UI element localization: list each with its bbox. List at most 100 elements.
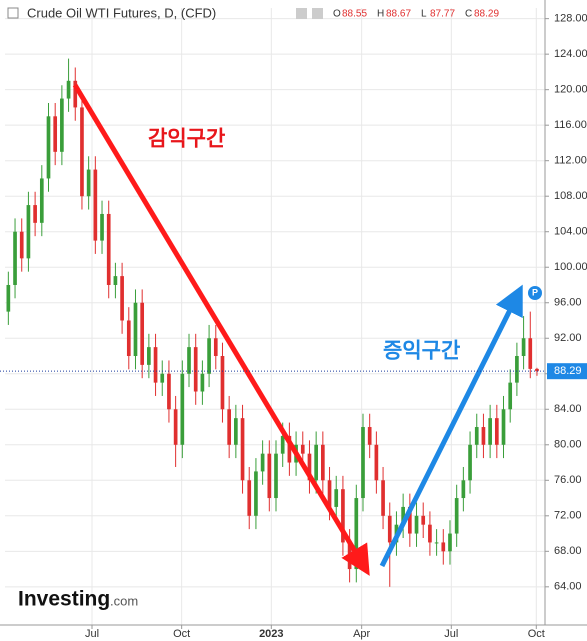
candles <box>6 58 539 587</box>
candle-body <box>187 347 191 374</box>
ohlc-value: 88.29 <box>474 9 499 20</box>
candle-body <box>140 302 145 365</box>
marker-circle <box>528 286 542 300</box>
ohlc-key: L <box>421 9 427 20</box>
down-arrow <box>72 83 370 576</box>
last-price-box <box>547 363 587 380</box>
candle-body <box>508 382 513 410</box>
candle-body <box>421 515 426 525</box>
candle-body <box>133 302 138 357</box>
x-tick-label: Jul <box>444 628 458 640</box>
candle-body <box>247 480 252 516</box>
candle-body <box>307 453 312 481</box>
candle-body <box>19 231 24 259</box>
candle-body <box>454 498 459 534</box>
candle-body <box>334 489 339 507</box>
candle-body <box>300 444 305 454</box>
candle-body <box>535 368 539 372</box>
candle-body <box>314 444 318 481</box>
candle-body <box>267 453 272 499</box>
up-arrow <box>379 284 523 568</box>
candle-body <box>468 444 472 481</box>
candle-body <box>321 444 325 481</box>
candle-body <box>86 169 91 197</box>
candle-body <box>354 498 359 570</box>
candle-body <box>193 347 198 392</box>
x-tick-label: Oct <box>528 628 545 640</box>
candle-body <box>126 320 131 357</box>
candle-body <box>374 444 379 481</box>
candle-body <box>80 107 84 197</box>
candle-body <box>113 276 118 285</box>
ohlc-key: C <box>465 9 472 20</box>
candle-body <box>260 453 265 472</box>
annotation-down: 감익구간 <box>148 128 225 151</box>
candle-body <box>488 418 492 445</box>
candle-body <box>274 453 278 499</box>
x-tick-label: Oct <box>173 628 190 640</box>
candle-body <box>474 427 479 445</box>
candle-body <box>73 80 78 108</box>
candle-body <box>441 542 446 552</box>
candle-body <box>39 178 44 223</box>
candle-body <box>414 515 419 534</box>
candle-body <box>515 356 519 383</box>
candle-body <box>407 506 412 534</box>
y-tick-label: 92.00 <box>554 332 582 344</box>
candle-body <box>33 205 37 223</box>
candle-body <box>66 80 71 99</box>
candle-body <box>180 373 185 445</box>
candle-body <box>167 373 171 410</box>
close-icon[interactable] <box>312 8 323 19</box>
x-tick-label: Apr <box>353 628 370 640</box>
candle-body <box>521 338 526 357</box>
ohlc-value: 88.67 <box>386 9 411 20</box>
candle-body <box>200 373 205 392</box>
candle-body <box>227 409 232 445</box>
ohlc-key: H <box>377 9 384 20</box>
y-tick-label: 72.00 <box>554 510 582 522</box>
candle-body <box>173 409 178 445</box>
candle-body <box>341 489 345 543</box>
candle-body <box>60 98 64 152</box>
candle-body <box>234 418 238 445</box>
candle-body <box>46 116 51 179</box>
candle-body <box>220 356 225 410</box>
y-tick-label: 108.00 <box>554 190 587 202</box>
candle-body <box>160 373 165 383</box>
candle-body <box>481 427 486 445</box>
candle-body <box>461 480 466 499</box>
candle-body <box>287 435 292 463</box>
y-tick-label: 128.00 <box>554 13 587 25</box>
candle-body <box>381 480 385 516</box>
y-tick-label: 116.00 <box>554 119 587 131</box>
candle-body <box>501 409 506 445</box>
collapse-icon[interactable] <box>7 7 19 19</box>
settings-icon[interactable] <box>296 8 307 19</box>
candle-body <box>361 427 365 499</box>
candle-body <box>26 205 31 259</box>
marker-label: P <box>532 287 538 297</box>
y-tick-label: 120.00 <box>554 84 587 96</box>
candle-body <box>100 213 104 241</box>
ohlc-value: 87.77 <box>430 9 455 20</box>
y-tick-label: 80.00 <box>554 439 582 451</box>
candle-body <box>120 276 124 321</box>
candle-body <box>367 427 372 445</box>
candle-body <box>387 515 392 543</box>
candle-body <box>153 347 158 383</box>
candle-body <box>428 524 432 543</box>
y-tick-label: 124.00 <box>554 48 587 60</box>
candle-body <box>240 418 245 481</box>
y-tick-label: 84.00 <box>554 403 582 415</box>
candle-body <box>106 213 111 285</box>
y-tick-label: 96.00 <box>554 297 582 309</box>
brand-suffix: .com <box>110 593 138 608</box>
candle-body <box>213 338 218 357</box>
x-tick-label: Jul <box>85 628 99 640</box>
candle-body <box>6 284 11 312</box>
chart-title: Crude Oil WTI Futures, D, (CFD) <box>27 5 216 20</box>
